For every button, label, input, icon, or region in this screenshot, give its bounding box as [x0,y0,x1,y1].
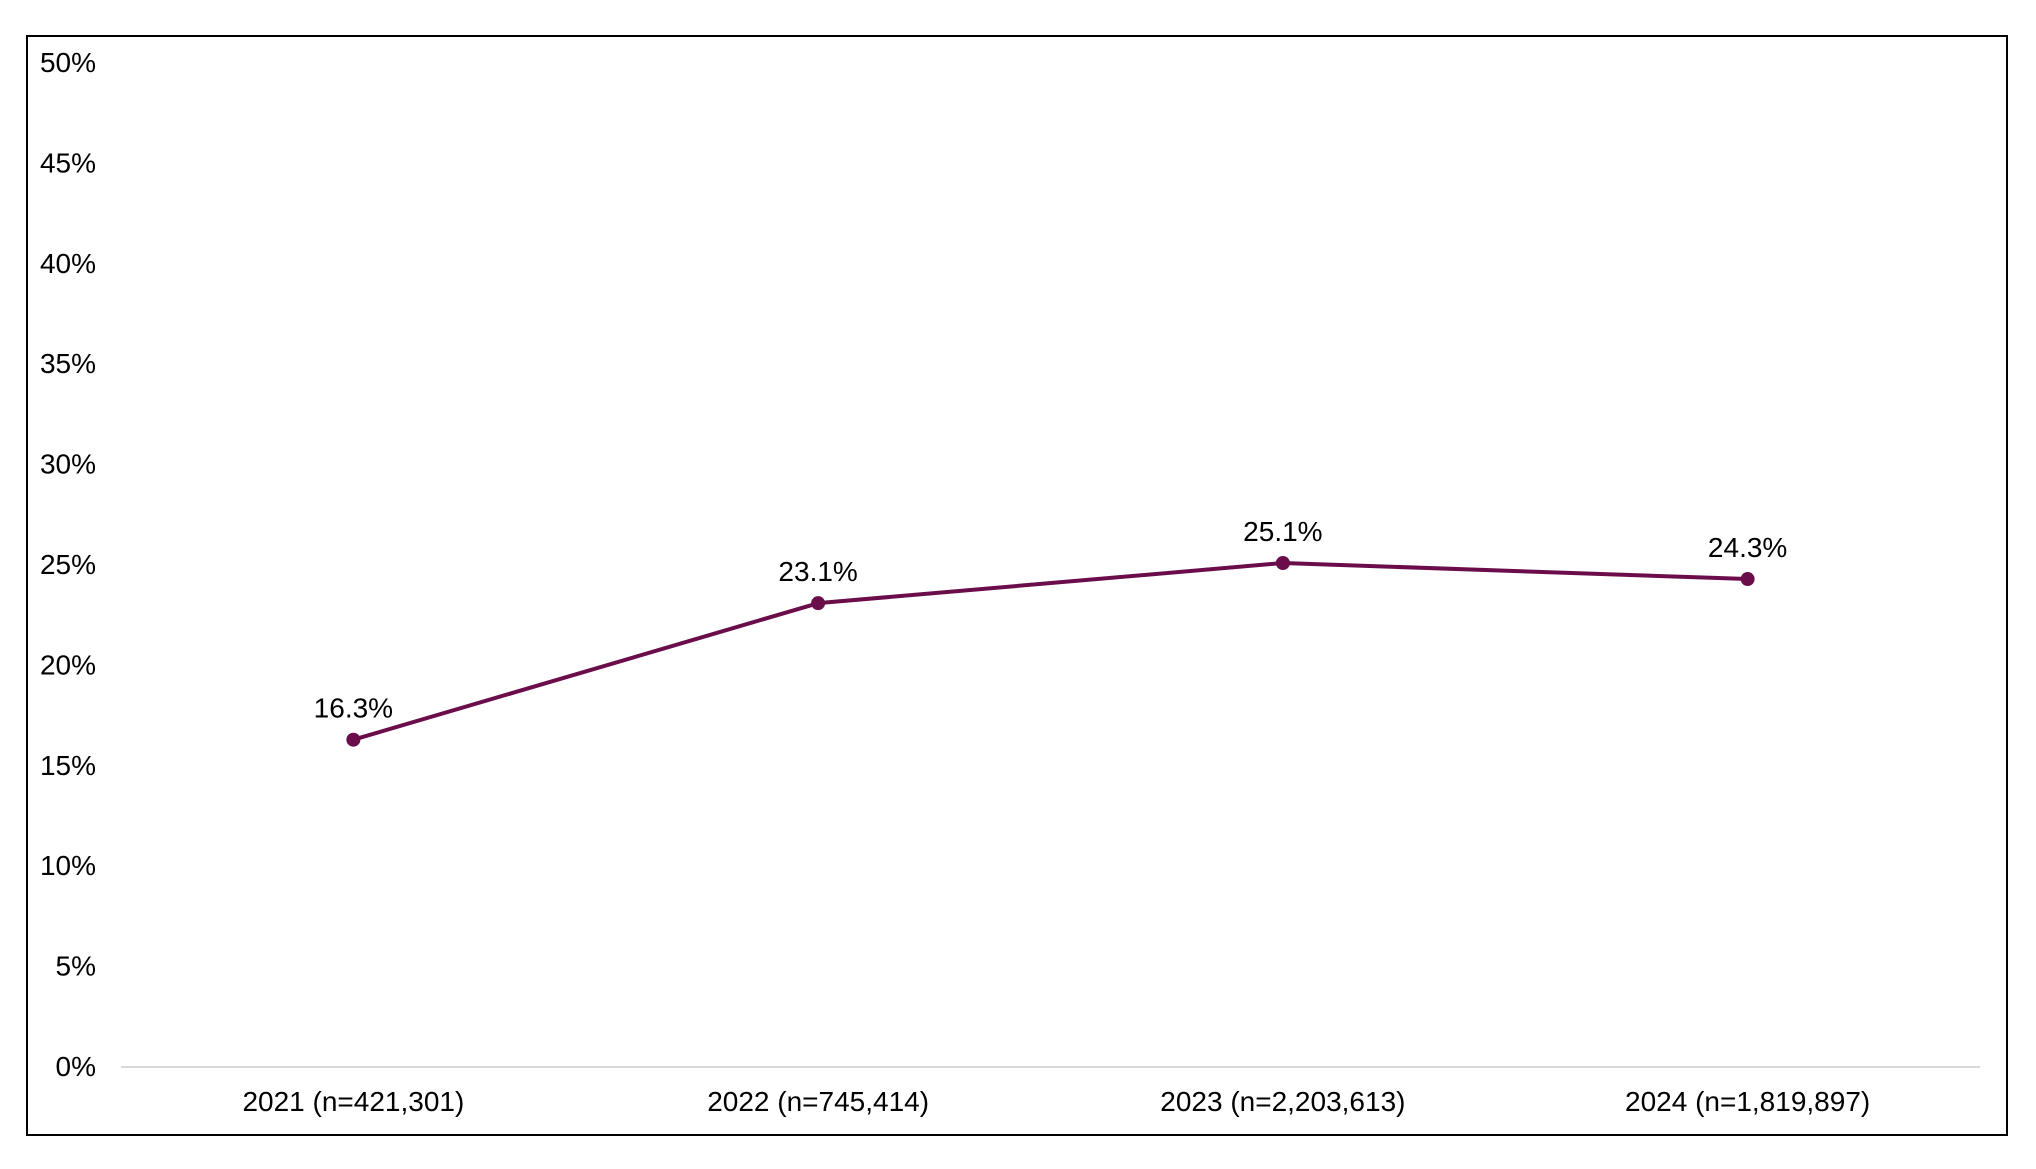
y-tick-label: 30% [40,449,96,480]
x-tick-label: 2022 (n=745,414) [707,1086,929,1117]
data-label: 25.1% [1243,516,1322,547]
y-tick-label: 0% [56,1051,96,1082]
data-label: 24.3% [1708,532,1787,563]
data-label: 23.1% [778,556,857,587]
y-tick-label: 50% [40,47,96,78]
x-tick-label: 2021 (n=421,301) [242,1086,464,1117]
x-tick-label: 2024 (n=1,819,897) [1625,1086,1870,1117]
data-label: 16.3% [314,693,393,724]
series-markers [346,555,1755,747]
x-axis-tick-labels: 2021 (n=421,301) 2022 (n=745,414) 2023 (n=… [242,1086,1870,1117]
chart-border [26,35,2008,1136]
y-tick-label: 25% [40,549,96,580]
y-tick-label: 35% [40,348,96,379]
data-point [1740,572,1755,587]
y-tick-label: 5% [56,951,96,982]
data-labels: 16.3% 23.1% 25.1% 24.3% [314,516,1788,724]
y-tick-label: 15% [40,750,96,781]
y-tick-label: 20% [40,649,96,680]
y-tick-label: 45% [40,147,96,178]
data-point [811,596,826,611]
x-tick-label: 2023 (n=2,203,613) [1160,1086,1405,1117]
data-point [1275,555,1290,570]
data-point [346,732,361,747]
y-tick-label: 10% [40,850,96,881]
series-line [352,560,1748,742]
y-tick-label: 40% [40,248,96,279]
y-axis-tick-labels: 0% 5% 10% 15% 20% 25% 30% 35% 40% 45% 50% [40,47,96,1082]
